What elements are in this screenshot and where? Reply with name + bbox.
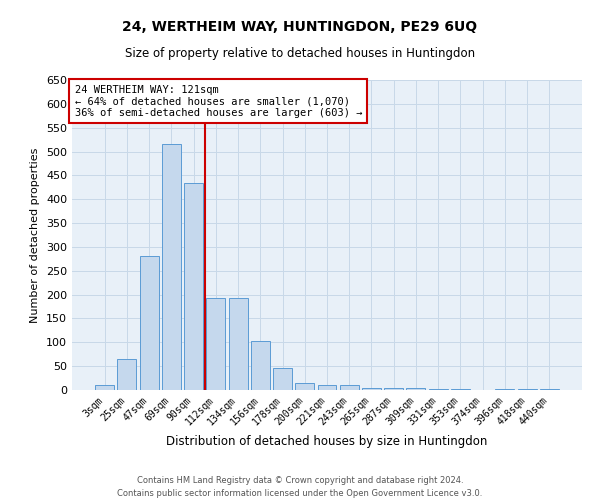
Bar [118,359,136,390]
Bar [251,342,270,390]
Bar [384,388,403,390]
Bar [451,389,470,390]
Bar [95,385,114,390]
Text: 24 WERTHEIM WAY: 121sqm
← 64% of detached houses are smaller (1,070)
36% of semi: 24 WERTHEIM WAY: 121sqm ← 64% of detache… [74,84,362,118]
Y-axis label: Number of detached properties: Number of detached properties [31,148,40,322]
Bar [406,388,425,390]
Text: 24, WERTHEIM WAY, HUNTINGDON, PE29 6UQ: 24, WERTHEIM WAY, HUNTINGDON, PE29 6UQ [122,20,478,34]
Bar [229,298,248,390]
X-axis label: Distribution of detached houses by size in Huntingdon: Distribution of detached houses by size … [166,435,488,448]
Bar [540,389,559,390]
Bar [362,388,381,390]
Text: Size of property relative to detached houses in Huntingdon: Size of property relative to detached ho… [125,48,475,60]
Bar [317,385,337,390]
Bar [273,368,292,390]
Bar [429,388,448,390]
Bar [496,388,514,390]
Bar [295,383,314,390]
Bar [184,182,203,390]
Bar [340,385,359,390]
Text: Contains HM Land Registry data © Crown copyright and database right 2024.
Contai: Contains HM Land Registry data © Crown c… [118,476,482,498]
Bar [206,298,225,390]
Bar [140,256,158,390]
Bar [518,389,536,390]
Bar [162,144,181,390]
